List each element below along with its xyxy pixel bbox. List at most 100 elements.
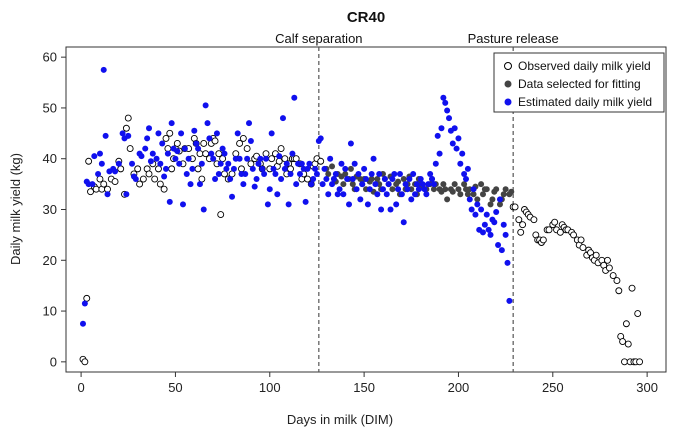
point-estimated xyxy=(149,150,156,157)
point-estimated xyxy=(461,170,468,177)
point-estimated xyxy=(408,196,415,203)
point-estimated xyxy=(259,165,266,172)
point-estimated xyxy=(351,160,358,167)
point-estimated xyxy=(142,145,149,152)
point-estimated xyxy=(115,160,122,167)
point-estimated xyxy=(270,165,277,172)
point-estimated xyxy=(442,99,449,106)
point-estimated xyxy=(289,150,296,157)
point-estimated xyxy=(470,186,477,193)
point-selected xyxy=(508,188,515,195)
point-estimated xyxy=(304,165,311,172)
point-estimated xyxy=(179,201,186,208)
point-observed xyxy=(200,140,208,147)
point-estimated xyxy=(236,155,243,162)
point-estimated xyxy=(247,137,254,144)
point-observed xyxy=(545,226,553,234)
point-estimated xyxy=(172,155,179,162)
point-estimated xyxy=(312,165,319,172)
point-estimated xyxy=(466,196,473,203)
point-estimated xyxy=(478,206,485,213)
y-axis-label: Daily milk yield (kg) xyxy=(8,153,23,265)
point-estimated xyxy=(485,226,492,233)
point-selected xyxy=(347,165,354,172)
point-estimated xyxy=(215,170,222,177)
point-selected xyxy=(449,188,456,195)
point-estimated xyxy=(287,170,294,177)
point-estimated xyxy=(102,132,109,139)
point-estimated xyxy=(164,150,171,157)
point-estimated xyxy=(308,181,315,188)
point-estimated xyxy=(496,196,503,203)
point-observed xyxy=(126,145,134,153)
point-estimated xyxy=(344,176,351,183)
point-estimated xyxy=(425,181,432,188)
point-estimated xyxy=(302,198,309,205)
point-observed xyxy=(277,145,285,153)
point-estimated xyxy=(412,191,419,198)
point-estimated xyxy=(230,165,237,172)
point-selected xyxy=(451,181,458,188)
point-estimated xyxy=(378,206,385,213)
point-estimated xyxy=(338,160,345,167)
point-estimated xyxy=(368,170,375,177)
point-estimated xyxy=(155,130,162,137)
point-estimated xyxy=(272,170,279,177)
point-estimated xyxy=(472,211,479,218)
point-estimated xyxy=(451,125,458,132)
point-estimated xyxy=(495,242,502,249)
legend-box xyxy=(493,52,665,113)
point-observed xyxy=(194,165,202,173)
point-observed xyxy=(139,175,147,183)
point-estimated xyxy=(266,186,273,193)
point-estimated xyxy=(217,160,224,167)
point-estimated xyxy=(391,170,398,177)
point-estimated xyxy=(204,120,211,127)
point-estimated xyxy=(98,160,105,167)
point-estimated xyxy=(483,211,490,218)
x-axis: 0 50 100 150 200 250 300 xyxy=(77,372,658,395)
point-estimated xyxy=(104,191,111,198)
point-estimated xyxy=(396,170,403,177)
point-estimated xyxy=(385,181,392,188)
point-observed xyxy=(628,284,636,292)
point-estimated xyxy=(146,125,153,132)
point-estimated xyxy=(178,130,185,137)
point-observed xyxy=(166,129,174,137)
point-observed xyxy=(136,180,144,188)
point-observed xyxy=(530,216,538,224)
point-selected xyxy=(400,176,407,183)
point-selected xyxy=(374,176,381,183)
point-estimated xyxy=(168,120,175,127)
point-selected xyxy=(395,178,402,185)
point-estimated xyxy=(404,186,411,193)
x-tick-label: 0 xyxy=(77,380,84,395)
event-line-label: Calf separation xyxy=(275,31,362,46)
point-estimated xyxy=(389,176,396,183)
point-estimated xyxy=(334,191,341,198)
point-estimated xyxy=(444,107,451,114)
point-selected xyxy=(502,186,509,193)
point-estimated xyxy=(329,181,336,188)
point-estimated xyxy=(446,115,453,122)
point-estimated xyxy=(163,165,169,172)
point-estimated xyxy=(361,165,368,172)
point-estimated xyxy=(189,165,196,172)
point-estimated xyxy=(434,132,441,139)
y-axis: 0 10 20 30 40 50 60 xyxy=(43,50,66,369)
point-estimated xyxy=(202,102,209,109)
point-estimated xyxy=(449,140,456,147)
point-estimated xyxy=(298,160,305,167)
point-estimated xyxy=(410,170,417,177)
point-estimated xyxy=(227,176,234,183)
point-observed xyxy=(613,277,621,285)
point-observed xyxy=(100,180,108,188)
point-estimated xyxy=(223,165,230,172)
point-estimated xyxy=(359,181,366,188)
point-estimated xyxy=(246,120,253,127)
point-estimated xyxy=(255,160,262,167)
point-estimated xyxy=(310,176,317,183)
point-estimated xyxy=(129,160,136,167)
point-estimated xyxy=(147,158,154,165)
